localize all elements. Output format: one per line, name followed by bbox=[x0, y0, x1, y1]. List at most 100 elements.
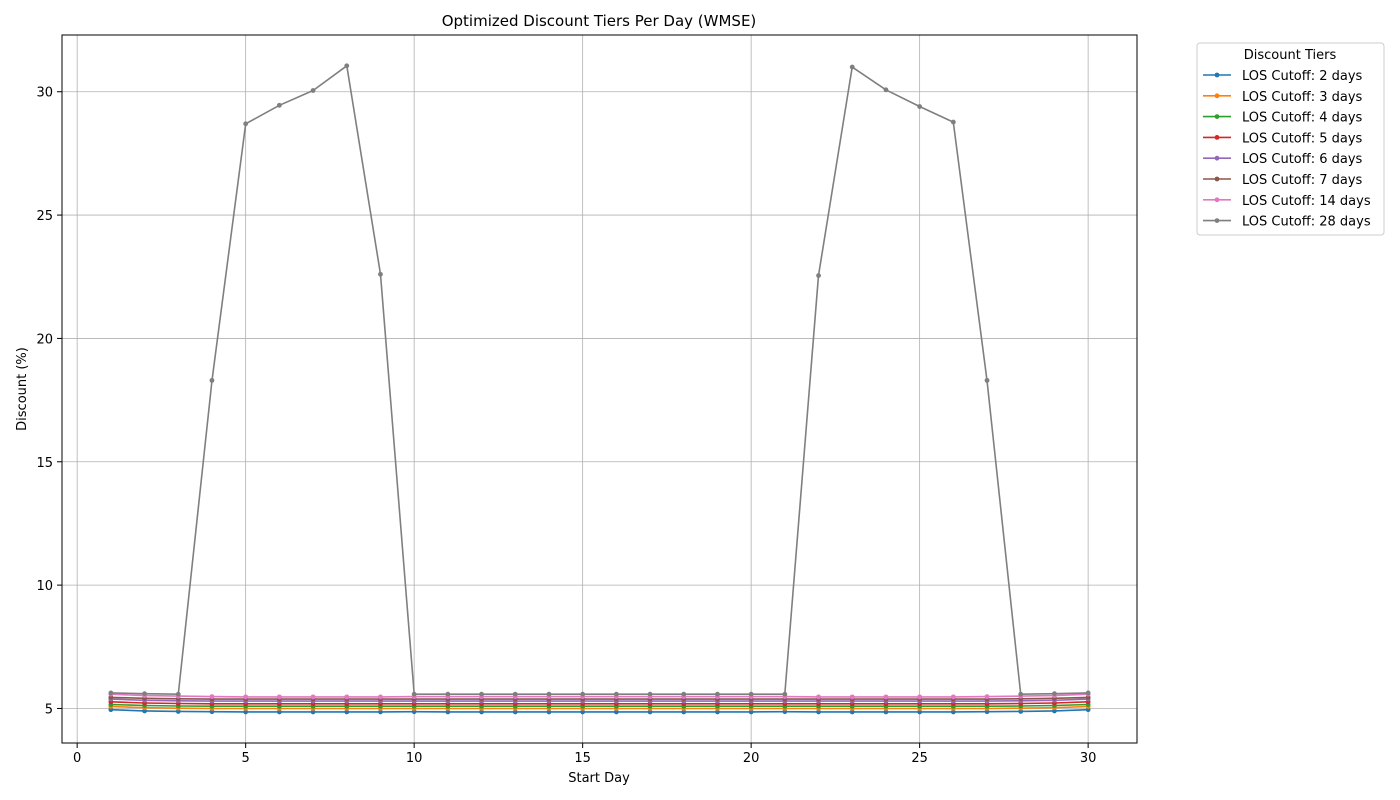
data-point bbox=[512, 691, 518, 697]
legend-item: LOS Cutoff: 5 days bbox=[1203, 131, 1363, 146]
data-point bbox=[849, 709, 855, 715]
legend-marker bbox=[1214, 72, 1220, 78]
data-point bbox=[276, 694, 282, 700]
series-lines bbox=[108, 63, 1091, 715]
series-2 bbox=[108, 704, 1091, 711]
data-point bbox=[816, 709, 821, 715]
legend-title: Discount Tiers bbox=[1244, 48, 1337, 63]
data-point bbox=[950, 709, 956, 715]
x-tick-label: 15 bbox=[574, 751, 591, 766]
data-point bbox=[984, 694, 990, 700]
data-point bbox=[276, 102, 282, 108]
data-point bbox=[681, 691, 687, 697]
data-point bbox=[816, 273, 821, 278]
x-tick-label: 0 bbox=[73, 751, 81, 766]
series-line bbox=[110, 708, 1089, 713]
data-point bbox=[849, 64, 855, 70]
data-point bbox=[647, 691, 653, 697]
legend-items: LOS Cutoff: 2 days LOS Cutoff: 3 days LOS … bbox=[1203, 69, 1371, 230]
data-point bbox=[512, 709, 518, 715]
data-point bbox=[310, 88, 316, 93]
legend-label: LOS Cutoff: 28 days bbox=[1242, 215, 1371, 230]
data-point bbox=[580, 691, 586, 697]
data-point bbox=[344, 694, 350, 700]
series-5 bbox=[108, 696, 1091, 704]
legend-marker bbox=[1214, 176, 1220, 182]
data-point bbox=[378, 709, 383, 715]
legend-marker bbox=[1214, 197, 1220, 203]
data-point bbox=[748, 691, 754, 697]
legend-label: LOS Cutoff: 14 days bbox=[1242, 194, 1371, 209]
data-point bbox=[243, 121, 249, 127]
data-point bbox=[613, 691, 619, 697]
series-1 bbox=[108, 707, 1091, 715]
data-point bbox=[209, 694, 215, 700]
data-point bbox=[782, 691, 788, 697]
data-point bbox=[479, 709, 484, 715]
y-tick-label: 10 bbox=[36, 579, 53, 594]
data-point bbox=[243, 694, 249, 700]
data-point bbox=[715, 709, 720, 715]
y-axis-label: Discount (%) bbox=[15, 347, 30, 431]
series-line bbox=[110, 65, 1089, 696]
data-point bbox=[175, 691, 181, 697]
data-point bbox=[917, 694, 923, 700]
legend-marker bbox=[1214, 135, 1220, 140]
series-8 bbox=[108, 63, 1091, 697]
data-point bbox=[647, 709, 653, 715]
data-point bbox=[950, 119, 956, 125]
series-line bbox=[110, 698, 1089, 702]
data-point bbox=[1018, 691, 1024, 697]
data-point bbox=[1052, 691, 1057, 697]
y-tick-label: 20 bbox=[36, 332, 53, 347]
data-point bbox=[276, 709, 282, 715]
data-point bbox=[748, 709, 754, 715]
series-line bbox=[110, 696, 1089, 700]
data-point bbox=[310, 694, 316, 700]
legend-item: LOS Cutoff: 4 days bbox=[1203, 111, 1363, 126]
data-point bbox=[378, 271, 383, 277]
y-tick-label: 15 bbox=[36, 456, 53, 471]
x-tick-label: 25 bbox=[911, 751, 928, 766]
y-tick-label: 30 bbox=[36, 86, 53, 101]
legend-label: LOS Cutoff: 2 days bbox=[1242, 69, 1363, 84]
data-point bbox=[209, 377, 215, 383]
y-tick-label: 5 bbox=[45, 702, 53, 717]
legend-box bbox=[1196, 42, 1385, 236]
legend-marker bbox=[1214, 218, 1220, 224]
x-axis-label: Start Day bbox=[568, 771, 630, 786]
data-point bbox=[344, 709, 350, 715]
data-point bbox=[681, 709, 687, 715]
legend-item: LOS Cutoff: 28 days bbox=[1203, 215, 1371, 230]
data-point bbox=[984, 377, 990, 383]
data-point bbox=[378, 694, 383, 700]
data-point bbox=[243, 709, 249, 715]
legend-label: LOS Cutoff: 3 days bbox=[1242, 90, 1363, 105]
data-point bbox=[950, 694, 956, 700]
series-line bbox=[110, 705, 1089, 710]
data-point bbox=[816, 694, 821, 700]
data-point bbox=[142, 691, 147, 697]
data-point bbox=[580, 709, 586, 715]
legend-marker bbox=[1214, 155, 1220, 161]
x-tick-label: 20 bbox=[743, 751, 760, 766]
legend-marker bbox=[1214, 114, 1220, 119]
series-line bbox=[110, 701, 1089, 705]
data-point bbox=[883, 694, 889, 700]
data-point bbox=[1085, 690, 1091, 696]
series-line bbox=[110, 703, 1089, 708]
series-7 bbox=[108, 691, 1091, 700]
legend-marker bbox=[1214, 93, 1220, 99]
data-point bbox=[310, 709, 316, 715]
x-tick-label: 30 bbox=[1080, 751, 1097, 766]
data-point bbox=[108, 690, 114, 696]
series-line bbox=[110, 693, 1089, 698]
legend-item: LOS Cutoff: 7 days bbox=[1203, 173, 1363, 188]
data-point bbox=[917, 104, 923, 109]
y-axis: 5 10 15 20 25 30 bbox=[36, 86, 62, 717]
data-point bbox=[445, 709, 451, 715]
data-point bbox=[411, 691, 417, 697]
data-point bbox=[613, 709, 619, 715]
